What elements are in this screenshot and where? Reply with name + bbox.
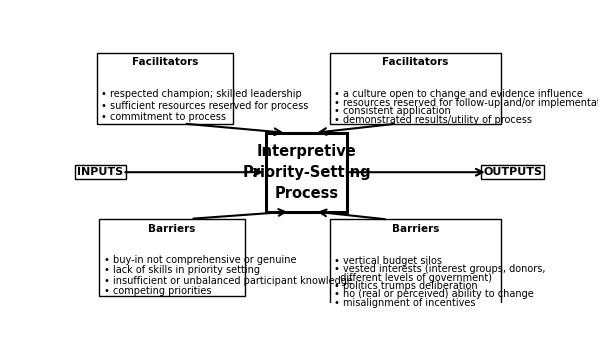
Text: Facilitators: Facilitators — [382, 58, 448, 68]
Text: • respected champion; skilled leadership: • respected champion; skilled leadership — [102, 89, 302, 99]
Text: • politics trumps deliberation: • politics trumps deliberation — [334, 281, 478, 291]
Text: • demonstrated results/utility of process: • demonstrated results/utility of proces… — [334, 115, 532, 125]
Text: • insufficient or unbalanced participant knowledge: • insufficient or unbalanced participant… — [103, 276, 353, 286]
FancyBboxPatch shape — [97, 53, 233, 124]
Text: • misalignment of incentives: • misalignment of incentives — [334, 298, 476, 308]
FancyBboxPatch shape — [329, 220, 501, 306]
Text: • lack of skills in priority setting: • lack of skills in priority setting — [103, 266, 260, 276]
Text: • competing priorities: • competing priorities — [103, 286, 211, 296]
Text: OUTPUTS: OUTPUTS — [483, 167, 542, 177]
Text: Interpretive
Priority-Setting
Process: Interpretive Priority-Setting Process — [242, 144, 371, 201]
FancyBboxPatch shape — [99, 219, 245, 296]
Text: • commitment to process: • commitment to process — [102, 112, 227, 122]
FancyBboxPatch shape — [329, 53, 501, 124]
Text: • vertical budget silos: • vertical budget silos — [334, 256, 443, 266]
Text: • vested interests (interest groups, donors,: • vested interests (interest groups, don… — [334, 264, 546, 274]
Text: different levels of government): different levels of government) — [334, 273, 492, 283]
Text: Barriers: Barriers — [392, 224, 439, 234]
Text: • sufficient resources reserved for process: • sufficient resources reserved for proc… — [102, 101, 309, 111]
Text: • a culture open to change and evidence influence: • a culture open to change and evidence … — [334, 89, 583, 99]
Text: • no (real or perceived) ability to change: • no (real or perceived) ability to chan… — [334, 290, 534, 299]
Text: Barriers: Barriers — [148, 224, 196, 234]
Text: • buy-in not comprehensive or genuine: • buy-in not comprehensive or genuine — [103, 255, 296, 265]
Text: • resources reserved for follow-up and/or implementation: • resources reserved for follow-up and/o… — [334, 98, 598, 108]
Text: INPUTS: INPUTS — [77, 167, 123, 177]
FancyBboxPatch shape — [266, 133, 347, 211]
Text: Facilitators: Facilitators — [132, 58, 199, 68]
Text: • consistent application: • consistent application — [334, 106, 451, 116]
